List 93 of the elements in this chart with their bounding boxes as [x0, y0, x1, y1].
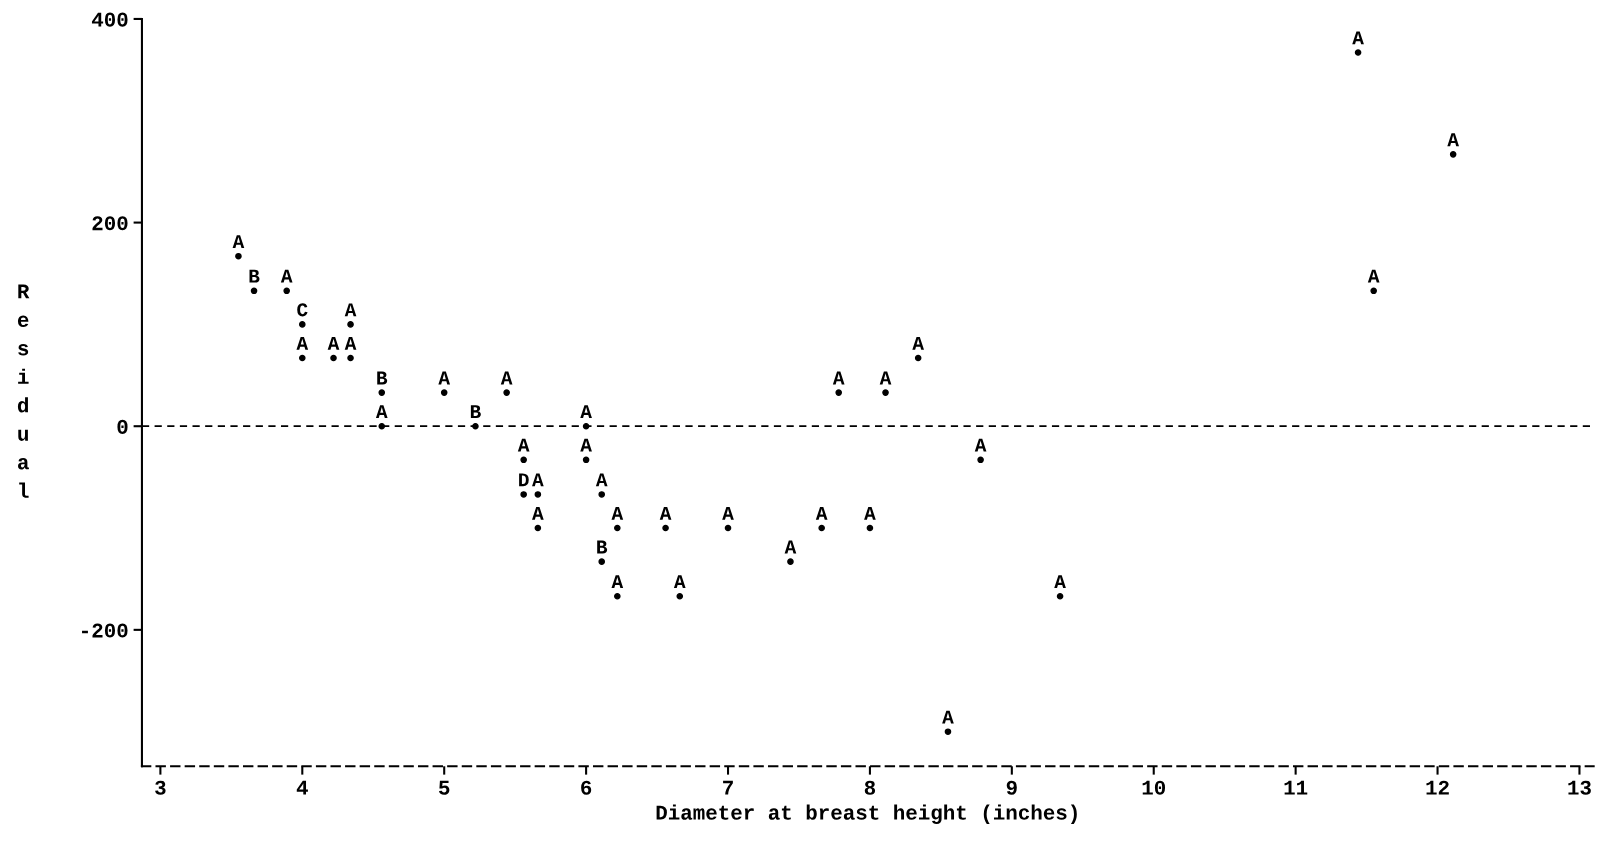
x-tick-label: 8 [864, 780, 876, 795]
data-label: A [659, 507, 672, 520]
x-tick-label: 7 [723, 780, 733, 795]
data-label: A [864, 507, 876, 520]
data-label: A [438, 371, 451, 385]
data-label: B [597, 540, 608, 554]
point [787, 558, 794, 565]
y-tick-label: -200 [82, 623, 128, 638]
point [1354, 49, 1362, 56]
point [299, 354, 306, 362]
point [676, 592, 684, 600]
point [977, 456, 984, 464]
data-label: A [517, 438, 530, 452]
data-label: B [249, 269, 260, 283]
data-label: A [532, 473, 544, 487]
data-label: A [232, 235, 245, 248]
data-label: A [595, 473, 608, 487]
data-label: A [327, 336, 340, 350]
x-tick-label: 5 [439, 780, 450, 795]
data-label: A [1054, 575, 1066, 589]
point [299, 321, 306, 328]
point [534, 491, 542, 498]
data-label: A [784, 540, 797, 554]
data-label: C [297, 303, 308, 317]
data-label: A [974, 438, 987, 452]
point [614, 592, 621, 600]
data-label: A [832, 371, 845, 385]
y-tick-label: 400 [91, 12, 128, 27]
data-label: A [344, 336, 357, 350]
data-label: A [611, 507, 624, 520]
point [614, 524, 621, 532]
point [1056, 592, 1064, 600]
point [882, 389, 889, 396]
point [582, 456, 590, 464]
data-label: A [296, 336, 309, 350]
x-tick-label: 13 [1568, 780, 1591, 795]
data-label: A [611, 575, 624, 589]
data-label: A [1447, 133, 1459, 147]
point [818, 524, 825, 532]
data-label: A [532, 507, 544, 520]
data-label: A [580, 405, 592, 419]
point [835, 389, 842, 396]
point [1370, 287, 1377, 295]
x-tick-label: 4 [296, 780, 308, 795]
point [598, 491, 606, 498]
data-label: A [280, 269, 293, 283]
x-tick-label: 12 [1426, 780, 1449, 795]
point [378, 389, 386, 396]
point [598, 558, 606, 565]
data-label: A [722, 507, 734, 520]
data-label: D [519, 473, 529, 487]
x-tick-label: 6 [581, 780, 592, 795]
data-label: B [470, 405, 481, 419]
point [1449, 151, 1457, 158]
x-tick-label: 11 [1284, 780, 1308, 795]
point [378, 422, 386, 430]
y-tick-label: 0 [117, 419, 128, 434]
x-tick-label: 10 [1142, 780, 1166, 795]
point [347, 321, 354, 328]
point [235, 252, 242, 260]
data-label: B [377, 371, 388, 385]
point [503, 389, 510, 396]
point [724, 524, 732, 532]
point [866, 524, 874, 532]
point [250, 287, 258, 295]
point [520, 456, 527, 464]
point [472, 422, 479, 430]
point [582, 422, 590, 430]
point [283, 287, 290, 295]
point [914, 354, 922, 362]
y-tick-label: 200 [92, 216, 128, 231]
point [534, 524, 542, 532]
point [662, 524, 669, 532]
x-axis-title: Diameter at breast height (inches) [656, 804, 1077, 824]
data-label: A [1352, 31, 1364, 45]
data-label: A [580, 438, 592, 452]
data-label: A [879, 371, 892, 385]
point [440, 389, 448, 396]
point [347, 354, 354, 362]
point [330, 354, 337, 362]
x-tick-label: 3 [155, 780, 166, 795]
y-axis-title: Residual [17, 284, 30, 498]
data-label: A [815, 507, 828, 520]
data-label: A [375, 405, 388, 419]
data-label: A [1367, 269, 1380, 283]
data-label: A [500, 371, 513, 385]
point [520, 491, 527, 498]
x-tick-label: 9 [1006, 780, 1017, 795]
data-label: A [673, 575, 686, 589]
data-label: A [942, 710, 954, 724]
data-label: A [912, 336, 925, 350]
point [944, 728, 952, 735]
data-label: A [344, 303, 357, 317]
